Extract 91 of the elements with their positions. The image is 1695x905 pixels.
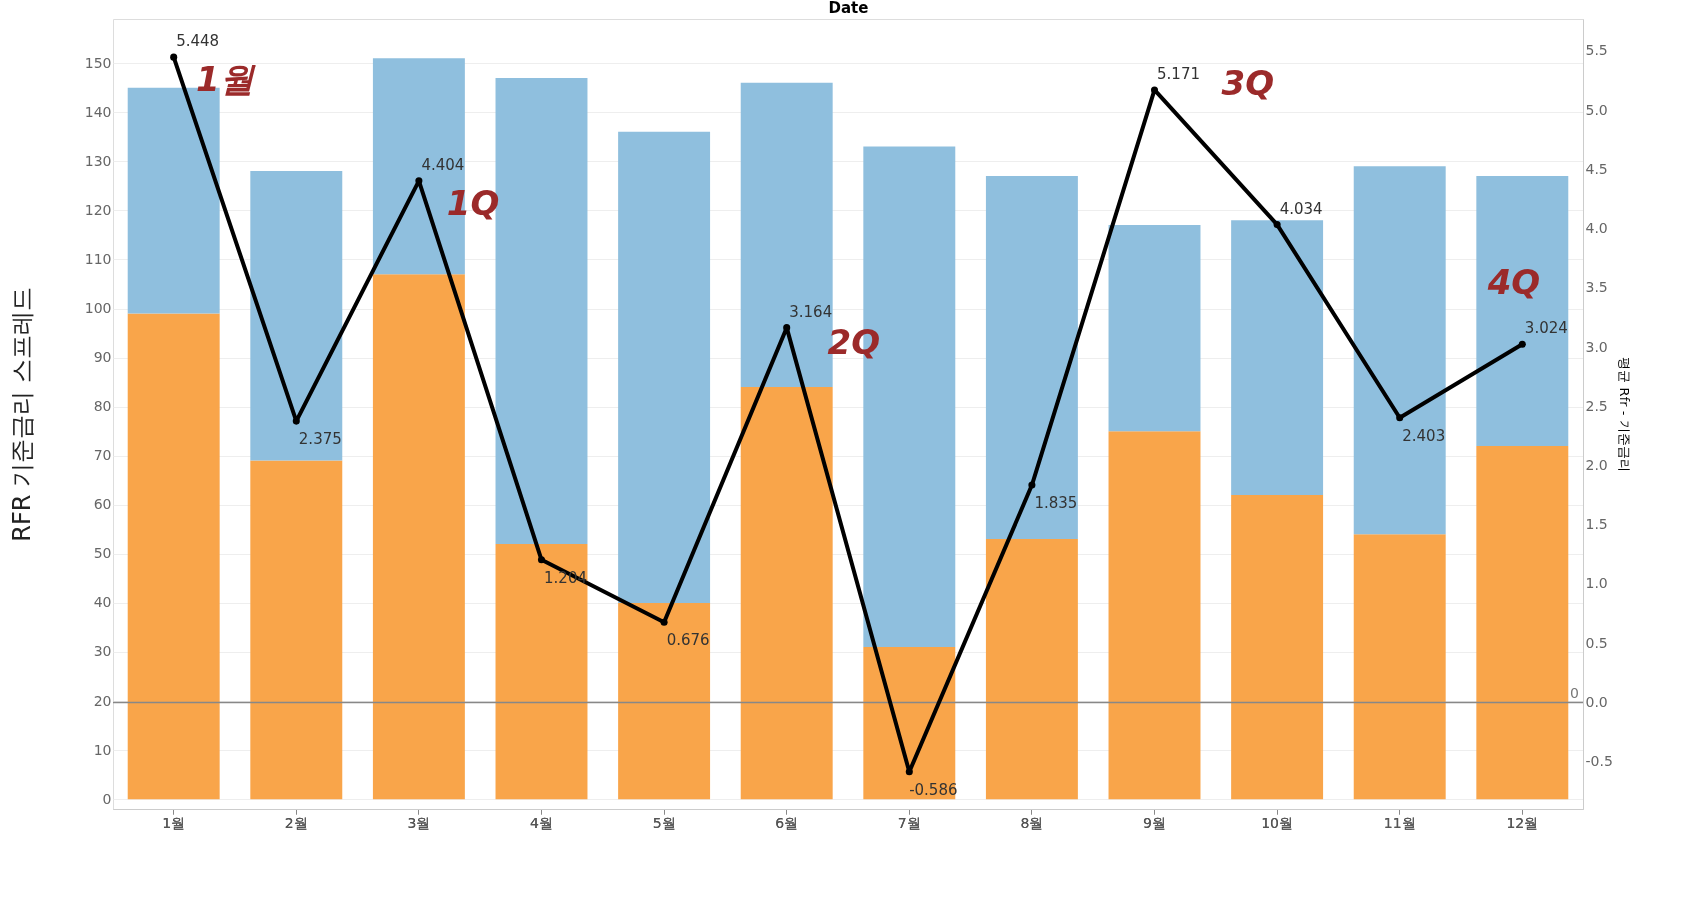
y2-tick-label: 5.0 xyxy=(1585,101,1608,118)
point xyxy=(292,417,300,425)
data-label: 4.034 xyxy=(1279,199,1323,218)
y2-tick-label: 3.0 xyxy=(1585,338,1608,355)
y2-tick-label: 4.0 xyxy=(1585,220,1608,237)
point xyxy=(537,556,546,564)
point xyxy=(1518,340,1526,348)
x-tick-label: 9월 xyxy=(1143,814,1166,831)
data-label: 3.024 xyxy=(1524,319,1568,338)
point xyxy=(1273,221,1281,229)
y-tick-label: 10 xyxy=(93,741,112,758)
y-tick-label: 130 xyxy=(84,152,112,169)
y2-tick-label: 2.0 xyxy=(1585,457,1608,474)
point xyxy=(783,324,791,332)
bar xyxy=(250,171,343,461)
x-tick-label: 6월 xyxy=(775,814,799,831)
bar xyxy=(372,274,465,800)
bar xyxy=(1108,431,1201,800)
y-tick-label: 90 xyxy=(93,349,112,366)
bar xyxy=(618,602,711,800)
x-tick-label: 8월 xyxy=(1020,814,1044,831)
y2-tick-label: 0.0 xyxy=(1585,693,1608,710)
y-tick-label: 140 xyxy=(84,103,112,120)
data-label: 2.403 xyxy=(1402,426,1446,445)
y2-tick-label: 0.5 xyxy=(1585,634,1608,651)
y2-tick-label: 3.5 xyxy=(1585,279,1608,296)
bar xyxy=(1231,494,1324,800)
data-label: 3.164 xyxy=(789,302,833,321)
bar xyxy=(1476,445,1569,800)
data-label: 0.676 xyxy=(666,631,710,650)
y-tick-label: 70 xyxy=(93,447,112,464)
x-tick-label: 12월 xyxy=(1506,814,1539,831)
bar xyxy=(1108,225,1201,432)
y-tick-label: 110 xyxy=(84,250,112,267)
bar xyxy=(127,313,220,800)
bar xyxy=(985,176,1078,540)
y-axis-title: RFR 기준금리 스프레드 xyxy=(7,287,36,542)
annotation: 2Q xyxy=(827,321,881,362)
y-tick-label: 20 xyxy=(93,692,112,709)
point xyxy=(1150,86,1159,94)
annotation: 4Q xyxy=(1486,261,1541,302)
x-tick-label: 5월 xyxy=(652,814,676,831)
bar xyxy=(1353,166,1446,535)
y-tick-label: 80 xyxy=(93,398,112,415)
y-tick-label: 50 xyxy=(93,545,112,562)
x-axis-title: Date xyxy=(828,0,869,17)
y-tick-label: 0 xyxy=(102,790,112,807)
bar xyxy=(495,544,588,800)
data-label: 4.404 xyxy=(421,155,465,174)
bar xyxy=(740,387,833,800)
y2-tick-label: 1.5 xyxy=(1585,516,1608,533)
x-tick-label: 2월 xyxy=(284,814,308,831)
y-tick-label: 150 xyxy=(84,54,112,71)
x-tick-label: 7월 xyxy=(897,814,921,831)
y-tick-label: 30 xyxy=(93,643,112,660)
point xyxy=(170,53,178,61)
point xyxy=(660,618,668,626)
ref-line-label: 0 xyxy=(1570,685,1579,702)
y2-tick-label: 2.5 xyxy=(1585,397,1608,414)
data-label: 1.835 xyxy=(1034,494,1078,513)
data-label: 5.448 xyxy=(176,32,220,51)
y-tick-label: 100 xyxy=(84,300,112,316)
bar xyxy=(1476,176,1569,446)
data-label: 5.171 xyxy=(1157,64,1200,83)
data-label: 2.375 xyxy=(298,430,342,449)
y-tick-label: 60 xyxy=(93,496,112,513)
bar xyxy=(985,539,1078,800)
bar xyxy=(1353,534,1446,800)
annotation: 3Q xyxy=(1221,62,1275,103)
y2-tick-label: 4.5 xyxy=(1585,160,1608,177)
x-tick-label: 1월 xyxy=(162,814,186,831)
y-tick-label: 120 xyxy=(84,201,112,218)
point xyxy=(1396,414,1404,422)
y-tick-label: 40 xyxy=(93,594,112,611)
point xyxy=(1028,481,1036,489)
y2-axis-title: 평균 Rfr - 기준금리 xyxy=(1616,357,1632,472)
x-tick-label: 10월 xyxy=(1261,814,1294,831)
y2-tick-label: -0.5 xyxy=(1585,753,1613,770)
point xyxy=(415,177,423,185)
y2-tick-label: 5.5 xyxy=(1585,42,1608,59)
point xyxy=(905,768,913,776)
bar xyxy=(250,460,343,800)
bar xyxy=(1231,220,1324,495)
annotation: 1월 xyxy=(195,59,256,100)
annotation: 1Q xyxy=(446,182,500,223)
x-tick-label: 11월 xyxy=(1383,814,1416,831)
bar xyxy=(618,131,711,603)
x-tick-label: 3월 xyxy=(407,814,431,831)
bar xyxy=(863,647,956,800)
x-tick-label: 4월 xyxy=(530,814,553,831)
y2-tick-label: 1.0 xyxy=(1585,575,1608,592)
